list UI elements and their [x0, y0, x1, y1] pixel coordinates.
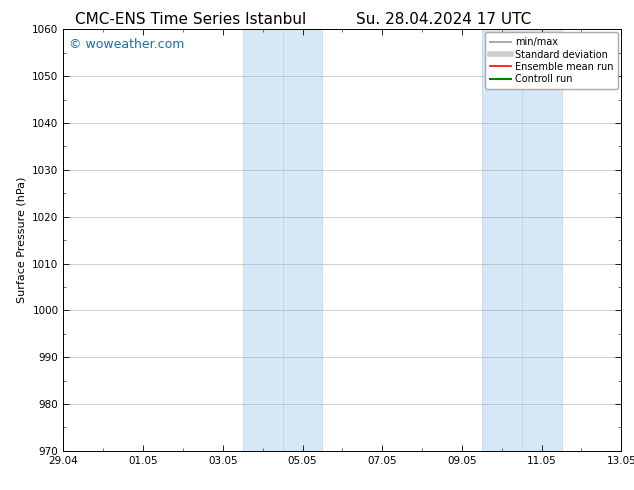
- Bar: [283, 29, 323, 451]
- Text: © woweather.com: © woweather.com: [69, 38, 184, 51]
- Legend: min/max, Standard deviation, Ensemble mean run, Controll run: min/max, Standard deviation, Ensemble me…: [485, 32, 618, 89]
- Bar: [482, 29, 522, 451]
- Y-axis label: Surface Pressure (hPa): Surface Pressure (hPa): [16, 177, 27, 303]
- Text: Su. 28.04.2024 17 UTC: Su. 28.04.2024 17 UTC: [356, 12, 531, 27]
- Bar: [243, 29, 283, 451]
- Bar: [522, 29, 562, 451]
- Text: CMC-ENS Time Series Istanbul: CMC-ENS Time Series Istanbul: [75, 12, 306, 27]
